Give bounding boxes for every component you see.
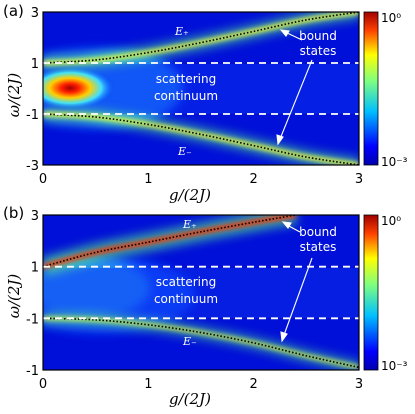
panel-a-label: (a) [3,2,24,20]
b-x-tick-label: 1 [144,377,152,392]
b-arrows [280,221,313,343]
panel-b: (b) E₊ E₋ scattering continuum bound sta… [3,204,408,408]
a-x-axis-label: g/(2J) [169,186,211,204]
b-colorbar [363,214,379,371]
b-y-tick-label: 3 [31,209,39,224]
b-colorbar-bottom-label: 10⁻³ [381,359,408,373]
a-x-tick-label: 2 [250,172,258,187]
b-bound-label: bound [299,225,337,239]
a-y-tick-label: 1 [31,57,39,72]
a-colorbar-bottom-label: 10⁻³ [381,155,408,169]
a-e-plus-label: E₊ [174,25,189,38]
b-y-tick-label: -1 [26,364,39,379]
a-bound-state-lower [43,113,359,165]
panel-b-label: (b) [3,204,24,222]
a-y-axis-label: ω/(2J) [5,73,23,118]
b-x-axis-label: g/(2J) [169,390,211,408]
a-y-ticks: 3 1 -1 -3 [26,6,39,174]
a-colorbar-top-label: 10⁰ [381,11,401,25]
b-scattering-label: scattering [156,275,217,289]
b-y-tick-label: 1 [31,261,39,276]
b-y-axis-label: ω/(2J) [5,274,23,319]
a-x-tick-label: 3 [355,172,363,187]
b-bound-state-lower [43,317,359,369]
a-y-tick-label: -1 [26,108,39,123]
panel-b-frame [42,214,360,371]
b-y-tick-label: -1 [26,312,39,327]
b-continuum-label: continuum [154,292,218,306]
a-x-tick-label: 0 [39,172,47,187]
a-y-tick-label: 3 [31,6,39,21]
panel-a-heatmap [43,12,359,165]
panel-a: (a) E₊ E₋ scattering continuum bound sta… [3,2,408,204]
b-e-minus-label: E₋ [182,335,197,348]
a-scattering-label: scattering [156,72,217,86]
b-x-tick-label: 2 [250,377,258,392]
a-e-minus-label: E₋ [177,145,192,158]
a-arrows [276,29,313,146]
b-x-tick-label: 3 [355,377,363,392]
a-continuum-label: continuum [154,89,218,103]
a-states-label: states [300,44,337,58]
a-colorbar [363,11,379,166]
b-colorbar-top-label: 10⁰ [381,214,401,228]
panel-a-frame [42,11,360,166]
a-bound-label: bound [299,29,337,43]
b-e-plus-label: E₊ [182,218,197,231]
b-x-tick-label: 0 [39,377,47,392]
b-x-ticks: 0 1 2 3 [39,377,363,392]
b-bound-state-upper [43,215,296,268]
a-y-tick-label: -3 [26,159,39,174]
b-states-label: states [300,240,337,254]
panel-b-heatmap [43,215,359,370]
a-x-ticks: 0 1 2 3 [39,172,363,187]
a-x-tick-label: 1 [144,172,152,187]
a-bound-state-upper [43,12,359,64]
b-y-ticks: 3 1 -1 -1 [26,209,39,379]
